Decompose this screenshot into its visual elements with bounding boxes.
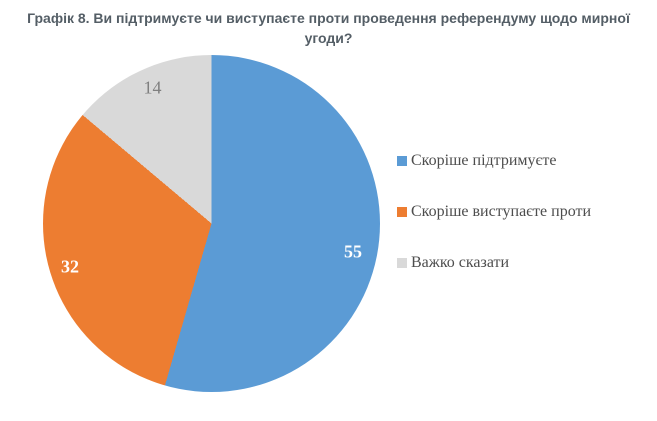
legend-label: Скоріше підтримуєте	[411, 151, 557, 169]
legend-color-swatch	[397, 257, 407, 268]
legend-item: Скоріше виступаєте проти	[397, 201, 591, 222]
legend-color-swatch	[397, 206, 407, 217]
chart-title: Графік 8. Ви підтримуєте чи виступаєте п…	[27, 10, 630, 46]
legend-label: Скоріше виступаєте проти	[411, 202, 592, 220]
legend-item: Важко сказати	[397, 252, 591, 273]
pie-chart: 55 32 14	[43, 55, 380, 392]
slice-value-label: 32	[60, 256, 79, 277]
slice-value-label: 14	[143, 77, 162, 98]
legend-item: Скоріше підтримуєте	[397, 150, 591, 171]
slice-value-label: 55	[344, 241, 363, 262]
legend-label: Важко сказати	[411, 253, 510, 271]
legend-color-swatch	[397, 155, 407, 166]
chart-legend: Скоріше підтримуєте Скоріше виступаєте пр…	[397, 150, 591, 273]
